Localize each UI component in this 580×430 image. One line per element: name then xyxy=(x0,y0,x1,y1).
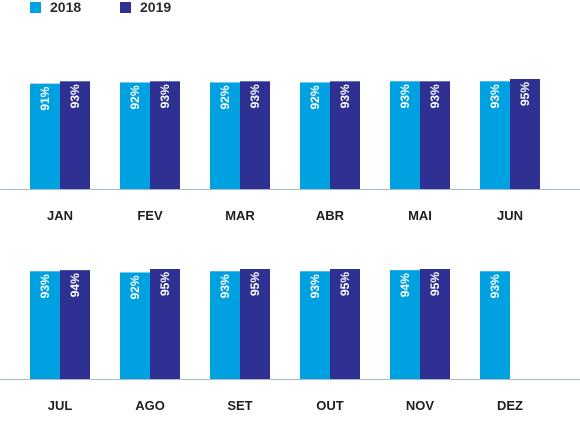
data-label-jun-2019: 95% xyxy=(518,82,532,106)
x-tick-label-out: OUT xyxy=(316,398,344,413)
x-tick-label-ago: AGO xyxy=(135,398,165,413)
x-tick-label-mai: MAI xyxy=(408,208,432,223)
data-label-set-2019: 95% xyxy=(248,272,262,296)
data-label-out-2018: 93% xyxy=(308,274,322,298)
data-label-jan-2019: 93% xyxy=(68,84,82,108)
bar-jul-2018 xyxy=(30,271,60,379)
bar-jun-2018 xyxy=(480,81,510,189)
bar-set-2018 xyxy=(210,271,240,379)
data-label-abr-2018: 92% xyxy=(308,85,322,109)
data-label-jul-2018: 93% xyxy=(38,274,52,298)
data-label-set-2018: 93% xyxy=(218,274,232,298)
data-label-mai-2019: 93% xyxy=(428,84,442,108)
bar-ago-2018 xyxy=(120,272,150,379)
x-tick-label-jan: JAN xyxy=(47,208,73,223)
x-tick-label-fev: FEV xyxy=(137,208,163,223)
bar-fev-2018 xyxy=(120,82,150,189)
x-tick-label-jul: JUL xyxy=(48,398,73,413)
legend-swatch-2018 xyxy=(30,1,41,13)
bar-nov-2019 xyxy=(420,269,450,379)
data-label-dez-2018: 93% xyxy=(488,274,502,298)
bar-fev-2019 xyxy=(150,81,180,189)
data-label-mar-2019: 93% xyxy=(248,84,262,108)
data-label-out-2019: 95% xyxy=(338,272,352,296)
x-tick-label-dez: DEZ xyxy=(497,398,523,413)
bar-jul-2019 xyxy=(60,270,90,379)
bar-dez-2018 xyxy=(480,271,510,379)
data-label-mai-2018: 93% xyxy=(398,84,412,108)
legend: 2018 2019 xyxy=(0,0,580,14)
bar-set-2019 xyxy=(240,269,270,379)
legend-label-2019: 2019 xyxy=(140,0,172,15)
bar-mai-2018 xyxy=(390,81,420,189)
bar-jan-2019 xyxy=(60,81,90,189)
data-label-jun-2018: 93% xyxy=(488,84,502,108)
data-label-nov-2018: 94% xyxy=(398,273,412,297)
bar-abr-2019 xyxy=(330,81,360,189)
x-tick-label-jun: JUN xyxy=(497,208,523,223)
bar-out-2018 xyxy=(300,271,330,379)
bar-mar-2018 xyxy=(210,82,240,189)
bar-jun-2019 xyxy=(510,79,540,189)
data-label-jul-2019: 94% xyxy=(68,273,82,297)
bar-out-2019 xyxy=(330,269,360,379)
data-label-fev-2018: 92% xyxy=(128,85,142,109)
data-label-ago-2019: 95% xyxy=(158,272,172,296)
legend-item-2018: 2018 xyxy=(30,0,81,14)
bar-mar-2019 xyxy=(240,81,270,189)
legend-item-2019: 2019 xyxy=(120,0,171,14)
data-label-nov-2019: 95% xyxy=(428,272,442,296)
x-tick-label-set: SET xyxy=(227,398,252,413)
x-tick-label-mar: MAR xyxy=(225,208,255,223)
data-label-fev-2019: 93% xyxy=(158,84,172,108)
bar-jan-2018 xyxy=(30,83,60,189)
x-tick-label-nov: NOV xyxy=(406,398,435,413)
data-label-jan-2018: 91% xyxy=(38,86,52,110)
bar-mai-2019 xyxy=(420,81,450,189)
data-label-ago-2018: 92% xyxy=(128,275,142,299)
data-label-abr-2019: 93% xyxy=(338,84,352,108)
x-tick-label-abr: ABR xyxy=(316,208,345,223)
bar-nov-2018 xyxy=(390,270,420,379)
bar-abr-2018 xyxy=(300,82,330,189)
legend-swatch-2019 xyxy=(120,1,131,13)
legend-label-2018: 2018 xyxy=(50,0,82,15)
bar-ago-2019 xyxy=(150,269,180,379)
data-label-mar-2018: 92% xyxy=(218,85,232,109)
